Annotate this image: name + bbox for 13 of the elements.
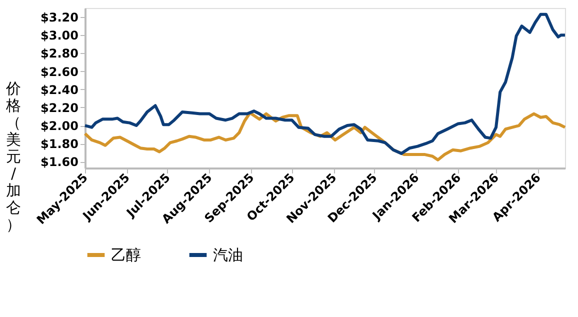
y-tick-label: $2.00 (40, 119, 78, 134)
y-tick-label: $2.20 (40, 100, 78, 115)
text: 价格（美元/加仑） (6, 80, 21, 234)
y-tick-label: $3.00 (40, 28, 78, 43)
y-tick-label: $2.80 (40, 46, 78, 61)
y-tick-label: $3.20 (40, 10, 78, 25)
y-tick-label: $2.40 (40, 82, 78, 97)
line-series (84, 12, 566, 156)
legend-label: 乙醇 (111, 246, 141, 264)
y-tick-label: $1.60 (40, 155, 78, 170)
y-tick-label: $2.60 (40, 64, 78, 79)
y-tick-label: $1.80 (40, 137, 78, 152)
legend-label: 汽油 (213, 246, 243, 264)
